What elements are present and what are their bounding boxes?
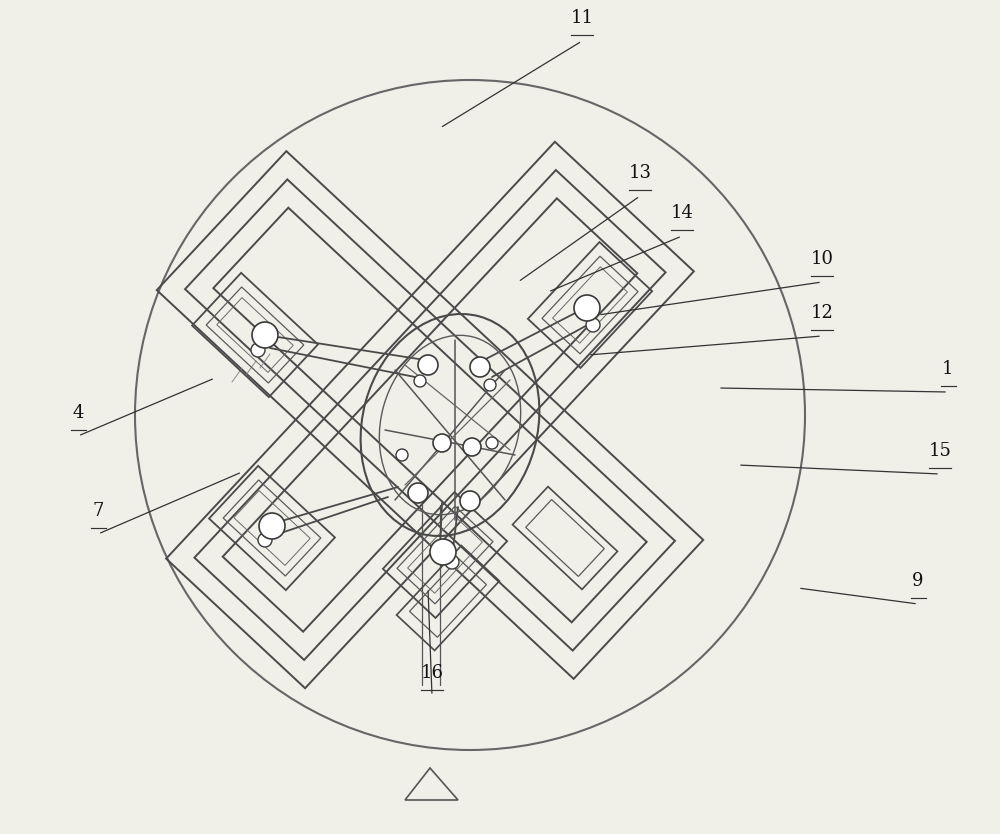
Circle shape (252, 322, 278, 348)
Text: 9: 9 (912, 572, 924, 590)
Circle shape (433, 434, 451, 452)
Text: 15: 15 (929, 442, 951, 460)
Circle shape (470, 357, 490, 377)
Circle shape (408, 483, 428, 503)
Circle shape (418, 355, 438, 375)
Text: 12: 12 (811, 304, 833, 322)
Circle shape (460, 491, 480, 511)
Text: 7: 7 (92, 502, 104, 520)
Circle shape (484, 379, 496, 391)
Circle shape (574, 295, 600, 321)
Circle shape (396, 449, 408, 461)
Text: 4: 4 (72, 404, 84, 422)
Circle shape (259, 513, 285, 539)
Text: 11: 11 (570, 9, 594, 27)
Text: 1: 1 (942, 360, 954, 378)
Circle shape (445, 555, 459, 569)
Text: 13: 13 (629, 164, 652, 182)
Circle shape (586, 318, 600, 332)
Circle shape (486, 437, 498, 449)
Text: 10: 10 (810, 250, 834, 268)
Circle shape (414, 375, 426, 387)
Text: 16: 16 (420, 664, 444, 682)
Circle shape (463, 438, 481, 456)
Text: 14: 14 (671, 204, 693, 222)
Circle shape (258, 533, 272, 547)
Circle shape (430, 539, 456, 565)
Circle shape (251, 343, 265, 357)
